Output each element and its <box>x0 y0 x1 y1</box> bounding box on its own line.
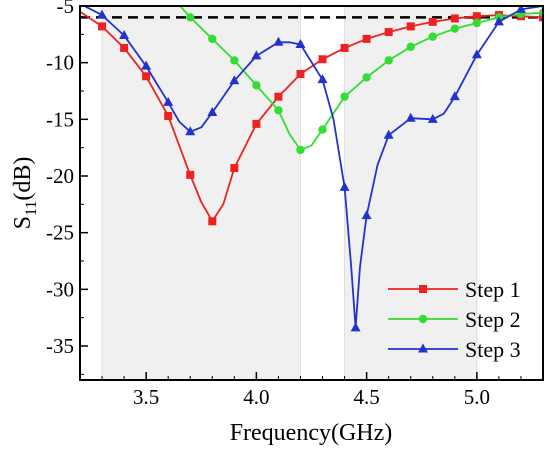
data-point-step-3 <box>339 181 350 191</box>
data-point-step-1 <box>296 70 305 78</box>
data-point-step-2 <box>340 92 349 101</box>
data-point-step-1 <box>164 111 173 120</box>
legend-swatch-marker <box>418 314 428 324</box>
y-tick-label: -5 <box>57 0 75 18</box>
data-point-step-1 <box>472 12 481 21</box>
y-axis-title: S11(dB) <box>10 157 40 230</box>
legend-swatch-marker <box>419 285 427 293</box>
data-point-step-3 <box>251 50 262 60</box>
data-point-step-2 <box>406 42 415 51</box>
data-point-step-2 <box>318 125 327 134</box>
x-axis-title: Frequency(GHz) <box>230 420 393 446</box>
data-point-step-3 <box>449 91 460 101</box>
data-point-step-3 <box>229 75 240 85</box>
legend: Step 1 Step 2 Step 3 <box>388 277 521 362</box>
y-axis-title-unit: (dB) <box>10 157 36 201</box>
data-point-step-3 <box>141 60 152 70</box>
legend-label-step-3: Step 3 <box>465 337 521 362</box>
y-tick-label: -35 <box>46 334 74 358</box>
data-point-step-1 <box>450 14 459 23</box>
x-tick-label: 4.5 <box>353 385 379 409</box>
legend-label-step-2: Step 2 <box>465 307 521 332</box>
legend-label-step-1: Step 1 <box>465 277 521 302</box>
data-point-step-3 <box>317 74 328 84</box>
data-point-step-1 <box>142 72 151 81</box>
data-point-step-3 <box>163 96 174 106</box>
data-point-step-2 <box>230 56 239 65</box>
y-tick-label: -25 <box>46 221 74 245</box>
data-point-step-1 <box>208 217 217 226</box>
data-point-step-1 <box>384 28 393 37</box>
data-point-step-3 <box>405 112 416 122</box>
data-point-step-3 <box>273 36 284 46</box>
data-point-step-2 <box>538 8 543 17</box>
x-tick-label: 5.0 <box>464 385 490 409</box>
y-tick-label: -20 <box>46 164 74 188</box>
series-line-step-3 <box>82 6 543 329</box>
data-point-step-1 <box>318 55 327 64</box>
data-point-step-1 <box>428 17 437 26</box>
data-point-step-3 <box>207 107 218 117</box>
data-point-step-1 <box>362 34 371 43</box>
shaded-band <box>101 6 301 380</box>
data-point-step-2 <box>472 18 482 28</box>
data-point-step-1 <box>98 22 107 31</box>
data-point-step-3 <box>295 39 306 49</box>
data-point-step-2 <box>384 56 393 65</box>
y-axis-title-subscript: 11 <box>23 201 40 216</box>
data-point-step-3 <box>185 126 196 136</box>
data-point-step-3 <box>471 49 482 59</box>
data-point-step-2 <box>208 34 217 44</box>
x-tick-label: 4.0 <box>243 385 269 409</box>
data-point-step-3 <box>97 9 108 19</box>
data-point-step-2 <box>362 73 371 82</box>
data-point-step-1 <box>340 43 349 52</box>
data-point-step-3 <box>350 322 361 332</box>
shaded-band <box>344 6 478 380</box>
data-point-step-2 <box>428 32 437 41</box>
data-point-step-1 <box>120 43 129 52</box>
legend-swatch-marker <box>418 343 428 353</box>
data-point-step-3 <box>361 210 372 220</box>
data-point-step-2 <box>450 24 460 33</box>
data-point-step-1 <box>230 164 239 173</box>
x-tick-label: 3.5 <box>133 385 159 409</box>
data-point-step-3 <box>119 29 130 39</box>
y-tick-label: -15 <box>46 107 74 131</box>
data-point-step-2 <box>296 145 305 155</box>
y-tick-label: -10 <box>46 51 74 75</box>
data-point-step-3 <box>427 113 438 123</box>
data-point-step-1 <box>186 170 195 179</box>
data-point-step-2 <box>186 13 195 22</box>
y-tick-label: -30 <box>46 277 74 301</box>
y-axis-title-main: S <box>10 216 36 229</box>
data-point-step-1 <box>406 22 415 31</box>
data-point-step-1 <box>252 119 261 128</box>
data-point-step-3 <box>515 6 526 13</box>
data-point-step-2 <box>252 81 261 90</box>
data-point-step-3 <box>493 16 504 26</box>
data-point-step-1 <box>539 13 543 22</box>
plot-frame <box>79 5 544 381</box>
data-point-step-1 <box>274 92 283 101</box>
data-point-step-3 <box>383 129 394 139</box>
data-point-step-2 <box>274 106 283 115</box>
